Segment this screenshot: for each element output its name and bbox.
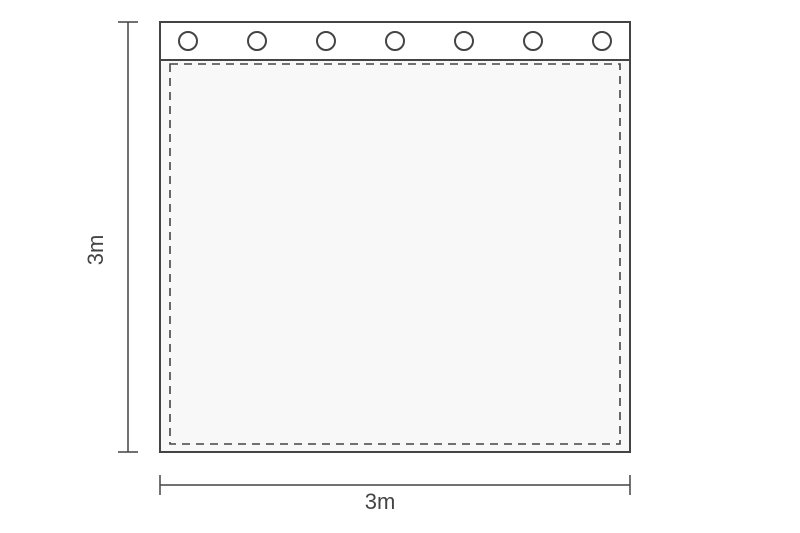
eyelet-circle xyxy=(455,32,473,50)
eyelet-circle xyxy=(593,32,611,50)
dim-width-label: 3m xyxy=(365,489,396,515)
eyelet-circle xyxy=(386,32,404,50)
eyelet-circle xyxy=(317,32,335,50)
dim-height-label: 3m xyxy=(83,235,109,266)
eyelet-circle xyxy=(248,32,266,50)
diagram-svg xyxy=(0,0,800,533)
eyelet-circle xyxy=(524,32,542,50)
eyelet-circle xyxy=(179,32,197,50)
panel-outline xyxy=(160,22,630,452)
diagram-stage: 3m 3m xyxy=(0,0,800,533)
